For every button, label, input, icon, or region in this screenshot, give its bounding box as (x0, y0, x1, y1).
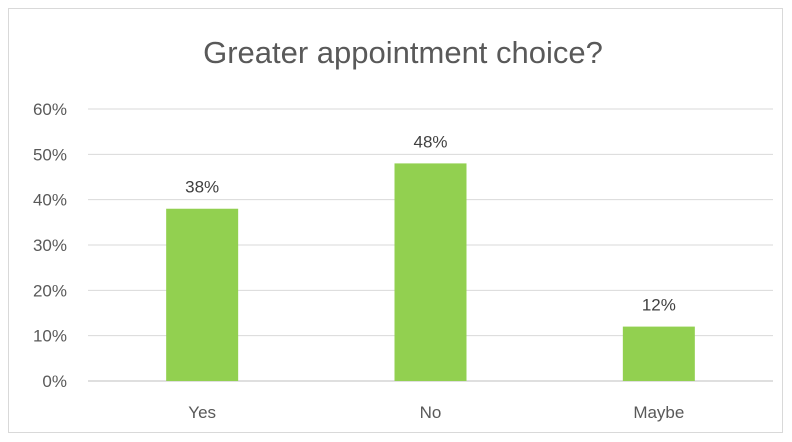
x-axis-tick-labels: Yes No Maybe (188, 403, 684, 422)
y-tick-label: 30% (33, 236, 67, 255)
y-axis-tick-labels: 0% 10% 20% 30% 40% 50% 60% (33, 100, 67, 391)
data-label: 38% (185, 178, 219, 197)
bar (622, 326, 695, 381)
x-tick-label: Maybe (633, 403, 684, 422)
y-tick-label: 50% (33, 145, 67, 164)
x-tick-label: No (420, 403, 442, 422)
y-tick-label: 10% (33, 327, 67, 346)
data-labels: 38% 48% 12% (185, 132, 676, 314)
chart-title: Greater appointment choice? (203, 35, 603, 70)
data-label: 48% (413, 132, 447, 151)
y-tick-label: 40% (33, 191, 67, 210)
y-tick-label: 20% (33, 281, 67, 300)
bars (166, 163, 695, 381)
x-tick-label: Yes (188, 403, 216, 422)
y-tick-label: 0% (42, 372, 67, 391)
bar (394, 163, 467, 381)
y-tick-label: 60% (33, 100, 67, 119)
data-label: 12% (642, 296, 676, 315)
bar (166, 208, 239, 381)
